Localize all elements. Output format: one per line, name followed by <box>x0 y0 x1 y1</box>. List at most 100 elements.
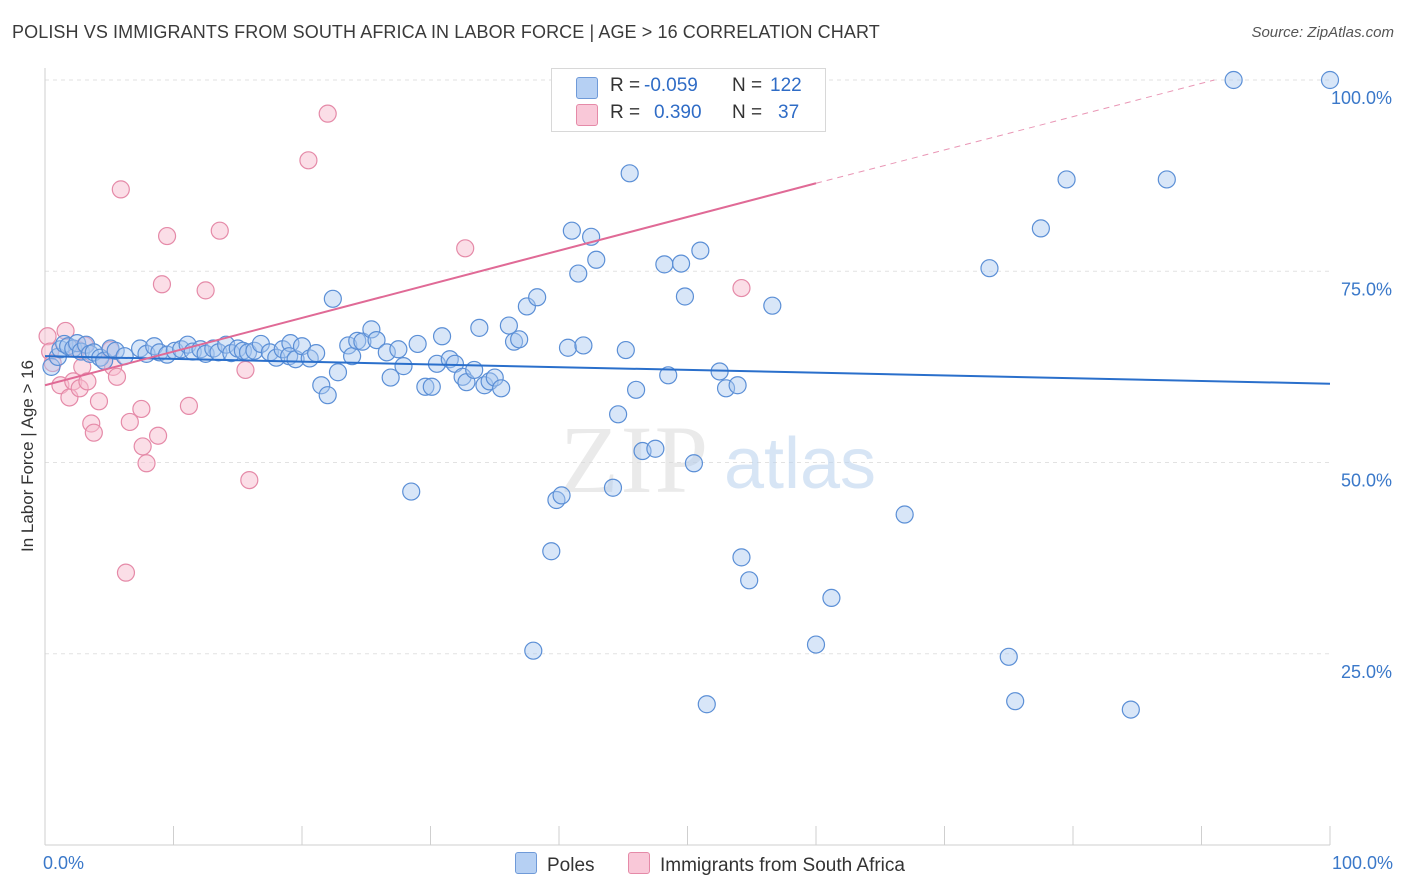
chart-title: POLISH VS IMMIGRANTS FROM SOUTH AFRICA I… <box>12 22 880 42</box>
data-point-poles <box>655 255 674 274</box>
legend-r-label: R = <box>610 102 641 123</box>
data-point-poles <box>646 439 665 458</box>
data-point-south-africa <box>133 437 152 456</box>
data-point-poles <box>732 548 751 567</box>
data-point-poles <box>394 357 413 376</box>
series-poles-points <box>42 70 1340 719</box>
data-point-south-africa <box>152 275 172 294</box>
watermark-zip: ZIP <box>560 406 710 513</box>
data-point-poles <box>1031 219 1050 238</box>
data-point-poles <box>552 486 571 505</box>
legend-n-value: 122 <box>770 75 802 96</box>
y-tick-label: 25.0% <box>1341 662 1392 682</box>
y-tick-label: 75.0% <box>1341 279 1392 299</box>
data-point-poles <box>587 250 606 269</box>
data-point-south-africa <box>157 226 177 246</box>
data-point-poles <box>416 377 435 396</box>
data-point-south-africa <box>148 426 168 445</box>
data-point-poles <box>422 377 441 396</box>
data-point-south-africa <box>456 239 475 258</box>
data-point-poles <box>492 379 511 398</box>
data-point-poles <box>323 289 342 308</box>
data-point-poles <box>763 296 782 315</box>
data-point-poles <box>574 336 593 355</box>
trendline-poles <box>44 355 1331 385</box>
data-point-south-africa <box>210 221 229 240</box>
data-point-south-africa <box>107 367 127 386</box>
data-point-poles <box>281 334 300 353</box>
data-point-poles <box>697 695 716 714</box>
bottom-legend-south-africa: Immigrants from South Africa <box>628 852 905 877</box>
data-point-poles <box>328 363 348 382</box>
data-point-poles <box>367 331 386 350</box>
data-point-south-africa <box>111 180 130 199</box>
correlation-legend: R = -0.059 N = 122 R = 0.390 N = 37 <box>551 68 826 132</box>
data-point-poles <box>528 288 547 307</box>
data-point-south-africa <box>116 563 136 582</box>
data-point-poles <box>408 334 427 354</box>
bottom-legend-swatch-poles <box>515 852 537 874</box>
watermark: ZIP atlas <box>560 406 876 513</box>
watermark-atlas: atlas <box>724 424 876 504</box>
bottom-legend-swatch-south-africa <box>628 852 650 874</box>
legend-swatch-south-africa <box>576 104 598 126</box>
data-point-poles <box>524 641 543 660</box>
data-point-south-africa <box>120 412 139 432</box>
source-label: Source: ZipAtlas.com <box>1251 24 1394 41</box>
data-point-poles <box>822 588 841 608</box>
y-tick-label: 50.0% <box>1341 471 1392 491</box>
data-point-south-africa <box>38 327 57 346</box>
y-tick-label: 100.0% <box>1331 88 1392 108</box>
data-point-poles <box>402 482 421 501</box>
data-point-poles <box>499 316 518 335</box>
data-point-south-africa <box>132 399 151 419</box>
trend-lines <box>44 79 1331 387</box>
data-point-south-africa <box>299 151 318 170</box>
data-point-south-africa <box>56 321 75 341</box>
trendline-south-africa <box>44 182 817 387</box>
data-point-poles <box>353 332 372 351</box>
data-point-poles <box>609 405 628 424</box>
legend-n-label: N = <box>732 75 763 96</box>
data-point-south-africa <box>84 423 103 442</box>
data-point-south-africa <box>240 470 259 490</box>
data-point-poles <box>562 221 581 240</box>
data-point-poles <box>616 340 635 360</box>
x-tick-label: 100.0% <box>1332 853 1393 873</box>
data-point-poles <box>339 336 358 355</box>
data-point-poles <box>684 454 704 473</box>
data-point-poles <box>626 380 646 399</box>
data-point-poles <box>1224 70 1243 90</box>
data-point-poles <box>1157 170 1176 189</box>
data-point-poles <box>569 264 588 283</box>
data-point-poles <box>1320 70 1340 90</box>
legend-r-value: -0.059 <box>644 75 698 96</box>
data-point-south-africa <box>137 454 156 473</box>
data-point-poles <box>348 331 367 350</box>
data-point-poles <box>77 335 96 354</box>
data-point-poles <box>603 478 623 497</box>
data-point-poles <box>542 542 561 561</box>
data-point-poles <box>728 376 747 395</box>
tick-labels: 25.0% 50.0% 75.0% 100.0% 0.0% 100.0% <box>43 88 1393 873</box>
data-point-poles <box>307 344 326 363</box>
bottom-legend-label-south-africa: Immigrants from South Africa <box>660 855 905 876</box>
legend-r-value: 0.390 <box>654 102 702 123</box>
data-point-poles <box>659 366 678 385</box>
data-point-poles <box>381 368 400 387</box>
data-point-poles <box>465 360 484 380</box>
data-point-poles <box>558 338 578 357</box>
data-point-south-africa <box>179 396 199 415</box>
data-point-poles <box>691 241 710 260</box>
legend-n-label: N = <box>732 102 763 123</box>
data-point-south-africa <box>196 281 215 300</box>
data-point-poles <box>318 386 337 405</box>
data-point-poles <box>42 357 61 376</box>
bottom-legend-poles: Poles <box>515 852 595 877</box>
data-point-poles <box>716 379 736 398</box>
axes <box>44 68 1331 846</box>
data-point-poles <box>1121 700 1140 719</box>
data-point-poles <box>68 334 87 353</box>
data-point-poles <box>980 259 999 278</box>
